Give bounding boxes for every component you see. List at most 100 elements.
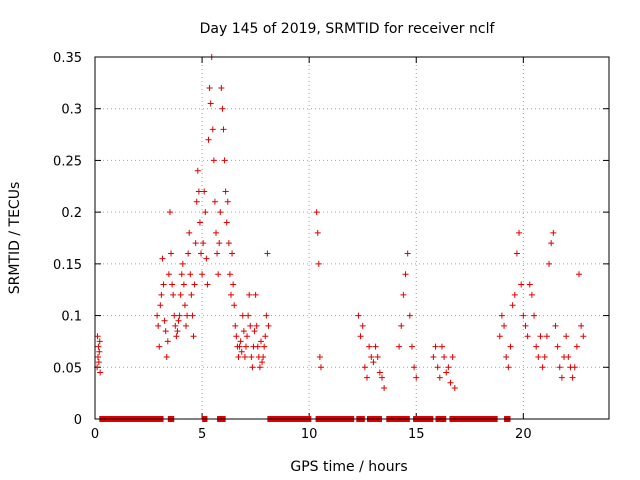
data-point [447,379,454,386]
data-point [216,240,223,247]
data-point [580,333,587,340]
data-point [157,302,164,309]
data-point [188,291,195,298]
data-point [206,85,213,92]
data-point [172,322,179,329]
data-point [252,291,259,298]
data-point [223,219,230,226]
data-point [180,281,187,288]
data-point [226,271,233,278]
data-point [245,312,252,319]
data-point [217,209,224,216]
axis-ticks: 0 5 10 15 20 0 0.05 0.1 0.15 0.2 0.25 0.3 0.35 [53,51,609,442]
data-point [246,291,253,298]
data-point [170,291,177,298]
data-point [313,209,320,216]
data-point [507,343,514,350]
data-point [522,322,529,329]
data-point [230,281,237,288]
data-point [366,343,373,350]
data-point [162,328,169,335]
data-point [174,328,181,335]
y-tick-label: 0.3 [61,103,82,118]
data-point [225,240,232,247]
plot-frame [94,56,610,420]
data-point [372,343,379,350]
data-point [539,364,546,371]
data-point [160,281,167,288]
data-point [451,384,458,391]
data-point [254,343,261,350]
data-point [257,338,264,345]
data-point [404,250,411,257]
data-point [154,312,161,319]
data-point [190,333,197,340]
data-point [232,322,239,329]
x-tick-label: 5 [198,427,206,442]
data-point [163,353,170,360]
data-point [359,322,366,329]
data-point [449,353,456,360]
data-point [229,250,236,257]
y-tick-label: 0.2 [61,206,82,221]
data-point [96,348,103,355]
data-point [219,105,226,112]
data-point [411,364,418,371]
data-point [94,353,101,360]
data-point [576,271,583,278]
data-point [501,322,508,329]
data-point [315,260,322,267]
data-point [368,353,375,360]
data-point [509,302,516,309]
data-point [164,338,171,345]
data-point [571,364,578,371]
data-point [505,364,512,371]
data-point [199,271,206,278]
data-point [237,338,244,345]
data-point [248,353,255,360]
data-point [381,384,388,391]
data-point [186,229,193,236]
data-point [184,312,191,319]
data-point [569,374,576,381]
data-point [370,359,377,366]
data-point [97,369,104,376]
data-point [264,250,271,257]
data-point [263,312,270,319]
data-point [253,322,260,329]
y-tick-label: 0.15 [53,258,82,273]
data-point [262,333,269,340]
data-point [239,312,246,319]
y-tick-label: 0 [74,413,82,428]
data-point [224,198,231,205]
data-point [244,333,251,340]
data-point [261,343,268,350]
data-point [511,291,518,298]
y-tick-label: 0.25 [53,154,82,169]
data-point [201,188,208,195]
data-point [207,100,214,107]
data-point [524,333,531,340]
y-tick-label: 0.35 [53,51,82,66]
data-point [438,343,445,350]
data-point [222,188,229,195]
data-point [95,359,102,366]
data-point [398,322,405,329]
data-point [513,250,520,257]
data-point [376,369,383,376]
data-point [554,343,561,350]
data-point [317,364,324,371]
data-point [247,322,254,329]
data-point [233,333,240,340]
data-point [166,209,173,216]
data-point [496,333,503,340]
x-tick-label: 10 [301,427,318,442]
data-point [159,255,166,262]
data-point [443,369,450,376]
data-point [543,333,550,340]
data-point [537,333,544,340]
data-point [218,85,225,92]
data-point [430,353,437,360]
data-point [558,374,565,381]
data-point [178,271,185,278]
